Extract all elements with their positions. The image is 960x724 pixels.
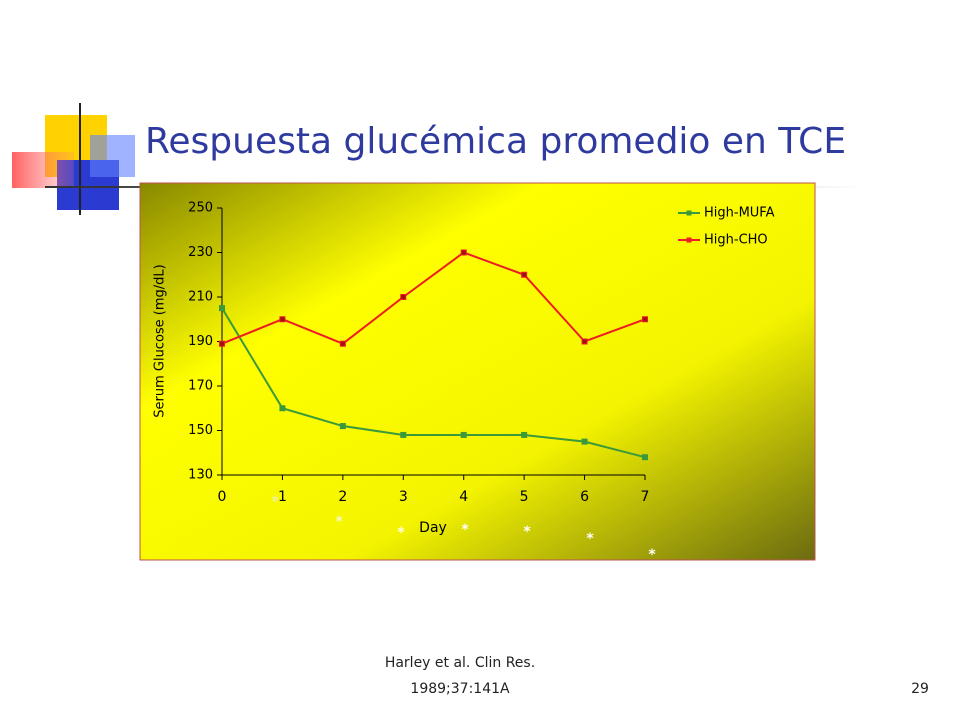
y-tick-label: 130	[188, 468, 213, 483]
y-tick-label: 250	[188, 201, 213, 216]
point	[460, 431, 467, 438]
x-tick-label: 1	[278, 489, 287, 505]
point	[219, 340, 225, 347]
series-line	[221, 307, 646, 459]
point	[400, 431, 407, 438]
x-tick-label: 3	[399, 489, 408, 505]
slide-title: Respuesta glucémica promedio en TCE	[145, 121, 846, 162]
x-tick-label: 5	[520, 489, 529, 505]
significance-mark: *	[461, 522, 469, 538]
significance-mark: *	[271, 494, 279, 510]
point	[219, 305, 225, 312]
point	[581, 438, 588, 445]
x-tick-label: 2	[338, 489, 347, 505]
y-tick-label: 170	[188, 379, 213, 394]
legend-marker	[686, 210, 692, 216]
significance-mark: *	[397, 525, 405, 541]
y-tick-label: 190	[188, 334, 213, 349]
point	[460, 249, 467, 256]
x-tick-label: 0	[218, 489, 227, 505]
x-tick-label: 6	[580, 489, 589, 505]
legend-label: High-MUFA	[704, 206, 775, 221]
point	[400, 294, 407, 300]
point	[581, 338, 588, 345]
y-tick-label: 230	[188, 245, 213, 260]
x-axis-label: Day	[419, 520, 447, 536]
legend-marker	[686, 237, 692, 243]
chart-area	[139, 182, 816, 561]
page-number: 29	[911, 681, 929, 697]
point	[339, 423, 346, 430]
point	[339, 340, 346, 347]
citation: 1989;37:141A	[410, 681, 510, 697]
point	[279, 316, 286, 323]
x-tick-label: 4	[459, 489, 468, 505]
significance-mark: *	[586, 531, 594, 547]
y-tick-label: 150	[188, 423, 213, 438]
significance-mark: *	[523, 524, 531, 540]
series-line	[221, 251, 646, 345]
significance-mark: *	[335, 514, 343, 530]
y-tick-label: 210	[188, 290, 213, 305]
citation: Harley et al. Clin Res.	[385, 655, 535, 671]
significance-mark: *	[648, 547, 656, 563]
x-tick-label: 7	[641, 489, 650, 505]
y-axis-label: Serum Glucose (mg/dL)	[153, 264, 168, 418]
legend-label: High-CHO	[704, 233, 768, 248]
point	[521, 431, 528, 438]
point	[642, 316, 648, 323]
point	[642, 454, 648, 461]
point	[279, 405, 286, 412]
point	[521, 271, 528, 278]
